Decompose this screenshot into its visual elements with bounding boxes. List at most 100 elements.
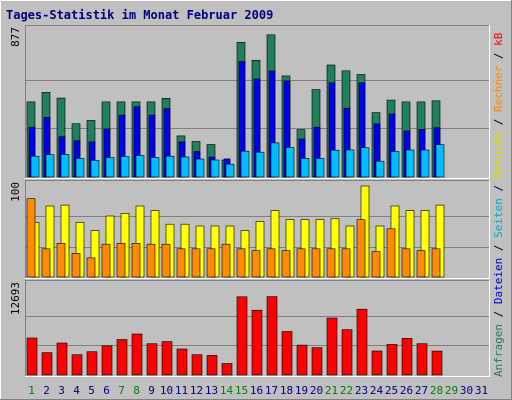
- bar-rechner-8: [131, 243, 141, 278]
- x-tick-label: 11: [175, 384, 188, 397]
- panel-1: 877: [9, 25, 490, 179]
- bar-seiten-17: [270, 142, 280, 178]
- bar-rechner-5: [86, 257, 96, 278]
- x-tick-label: 13: [205, 384, 218, 397]
- side-legend-part: Dateien: [492, 258, 505, 304]
- bar-kb-20: [311, 347, 323, 376]
- side-legend-part: Besuche: [492, 132, 505, 178]
- x-tick-label: 5: [88, 384, 95, 397]
- bar-seiten-13: [210, 159, 220, 178]
- bar-seiten-16: [255, 151, 265, 178]
- x-tick-label: 31: [475, 384, 488, 397]
- x-tick-label: 20: [310, 384, 323, 397]
- bar-kb-24: [371, 350, 383, 376]
- panel-2: 100: [9, 180, 490, 279]
- x-tick-label: 15: [235, 384, 248, 397]
- bar-rechner-25: [386, 228, 396, 278]
- bar-rechner-26: [401, 248, 411, 278]
- bar-rechner-17: [266, 248, 276, 278]
- x-tick-label: 7: [118, 384, 125, 397]
- bar-rechner-18: [281, 250, 291, 278]
- bar-kb-22: [341, 329, 353, 376]
- bar-kb-25: [386, 344, 398, 376]
- bar-kb-28: [431, 350, 443, 376]
- bar-seiten-15: [240, 150, 250, 178]
- x-tick-label: 1: [28, 384, 35, 397]
- panels: 877 100 12693: [9, 25, 490, 377]
- side-legend-part: /: [492, 178, 505, 198]
- bar-rechner-16: [251, 250, 261, 278]
- bar-rechner-19: [296, 248, 306, 278]
- bar-seiten-18: [285, 147, 295, 178]
- bar-seiten-26: [405, 149, 415, 178]
- bar-seiten-1: [30, 155, 40, 178]
- bar-kb-27: [416, 343, 428, 376]
- bar-rechner-13: [206, 248, 216, 278]
- x-tick-label: 28: [430, 384, 443, 397]
- x-tick-label: 22: [340, 384, 353, 397]
- bar-kb-3: [56, 342, 68, 376]
- x-tick-label: 10: [160, 384, 173, 397]
- bar-seiten-28: [435, 144, 445, 178]
- bar-kb-21: [326, 317, 338, 376]
- bar-rechner-12: [191, 248, 201, 278]
- bar-kb-8: [131, 333, 143, 376]
- x-tick-label: 8: [133, 384, 140, 397]
- x-tick-label: 21: [325, 384, 338, 397]
- bar-seiten-5: [90, 160, 100, 178]
- side-legend-part: /: [492, 238, 505, 258]
- bar-kb-10: [161, 341, 173, 376]
- x-axis-labels: 1 2 3 4 5 6 7 8 9 10 11 12 13 14 15 16 17 18 19 20 21 22 23 24 2…: [28, 384, 488, 397]
- side-legend-part: /: [492, 304, 505, 324]
- side-legend-part: Seiten: [492, 198, 505, 238]
- bar-rechner-15: [236, 248, 246, 278]
- bar-kb-16: [251, 309, 263, 376]
- x-tick-label: 27: [415, 384, 428, 397]
- y-max-label: 12693: [9, 282, 22, 315]
- bar-kb-12: [191, 354, 203, 376]
- bar-kb-15: [236, 296, 248, 376]
- bar-kb-1: [26, 337, 38, 376]
- bar-kb-5: [86, 351, 98, 376]
- x-tick-label: 14: [220, 384, 234, 397]
- x-tick-label: 4: [73, 384, 80, 397]
- x-tick-label: 25: [385, 384, 398, 397]
- bar-rechner-1: [26, 198, 36, 278]
- bar-rechner-23: [356, 219, 366, 278]
- x-tick-label: 26: [400, 384, 413, 397]
- x-tick-label: 16: [250, 384, 263, 397]
- series-rechner: [26, 198, 441, 278]
- bar-kb-9: [146, 343, 158, 376]
- x-tick-label: 6: [103, 384, 110, 397]
- bar-seiten-27: [420, 149, 430, 178]
- bar-seiten-6: [105, 157, 115, 178]
- side-legend-part: Anfragen: [492, 324, 505, 377]
- bar-kb-23: [356, 308, 368, 376]
- bar-seiten-3: [60, 154, 70, 178]
- bar-kb-11: [176, 348, 188, 376]
- bar-seiten-14: [225, 163, 235, 178]
- bar-rechner-7: [116, 243, 126, 278]
- bar-kb-13: [206, 355, 218, 376]
- bar-seiten-20: [315, 158, 325, 178]
- y-max-label: 100: [9, 182, 22, 202]
- bar-kb-18: [281, 331, 293, 376]
- bar-rechner-6: [101, 243, 111, 278]
- side-legend: Anfragen / Dateien / Seiten / Besuche / …: [492, 32, 505, 377]
- bar-kb-14: [221, 363, 233, 376]
- bar-kb-17: [266, 296, 278, 376]
- bar-rechner-11: [176, 248, 186, 278]
- bar-kb-19: [296, 344, 308, 376]
- bar-rechner-9: [146, 243, 156, 278]
- x-tick-label: 23: [355, 384, 368, 397]
- x-tick-label: 19: [295, 384, 308, 397]
- side-legend-part: /: [492, 112, 505, 132]
- panel-3: 12693: [9, 280, 490, 377]
- bar-rechner-3: [56, 243, 66, 278]
- series-seiten: [30, 142, 445, 178]
- x-tick-label: 17: [265, 384, 278, 397]
- x-tick-label: 2: [43, 384, 50, 397]
- bar-kb-4: [71, 354, 83, 376]
- bar-rechner-28: [431, 248, 441, 278]
